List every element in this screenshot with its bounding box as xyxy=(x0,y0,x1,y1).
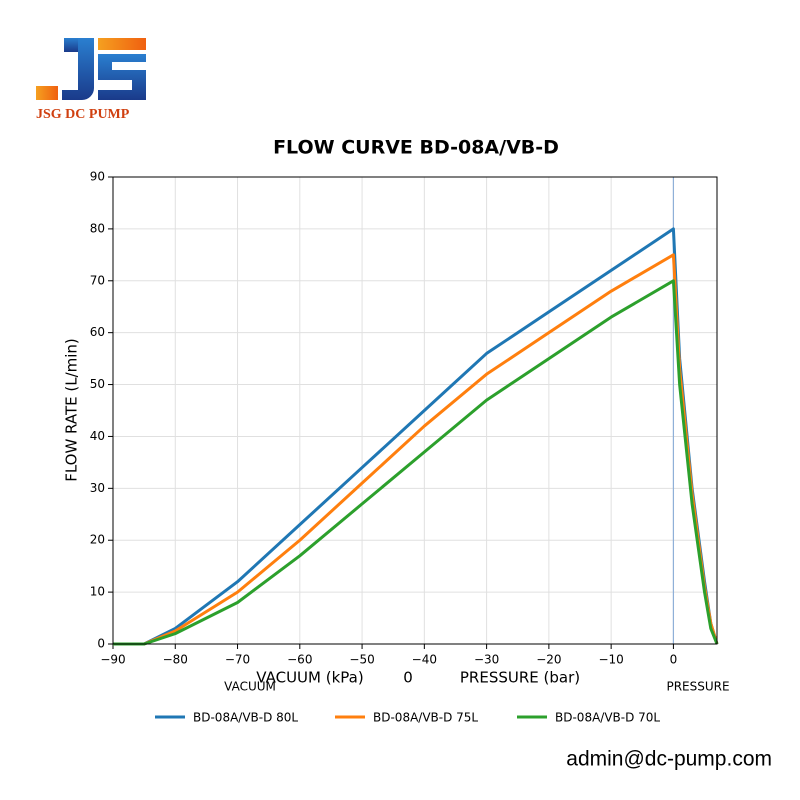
logo-text: JSG DC PUMP xyxy=(36,107,130,122)
x-tick-label: −30 xyxy=(474,653,499,667)
annotation: PRESSURE (bar) xyxy=(460,669,580,687)
series-line xyxy=(113,253,719,646)
logo-mark xyxy=(36,38,146,100)
x-tick-label: −80 xyxy=(163,653,188,667)
series-line xyxy=(113,279,719,646)
y-tick-label: 30 xyxy=(90,481,105,495)
x-tick-label: −40 xyxy=(412,653,437,667)
annotation: PRESSURE xyxy=(666,680,729,694)
y-tick-label: 40 xyxy=(90,429,105,443)
annotation: VACUUM (kPa) xyxy=(256,669,363,687)
y-axis-label: FLOW RATE (L/min) xyxy=(63,338,81,482)
legend-label: BD-08A/VB-D 80L xyxy=(193,711,298,725)
chart-title: FLOW CURVE BD-08A/VB-D xyxy=(273,137,559,159)
x-tick-label: −10 xyxy=(598,653,623,667)
y-tick-label: 20 xyxy=(90,533,105,547)
y-tick-label: 50 xyxy=(90,377,105,391)
email: admin@dc-pump.com xyxy=(566,748,772,771)
x-tick-label: −70 xyxy=(225,653,250,667)
x-tick-label: 0 xyxy=(670,653,678,667)
y-tick-label: 80 xyxy=(90,221,105,235)
y-tick-label: 10 xyxy=(90,585,105,599)
y-tick-label: 60 xyxy=(90,325,105,339)
x-tick-label: −60 xyxy=(287,653,312,667)
annotation: VACUUM xyxy=(224,680,276,694)
x-tick-label: −20 xyxy=(536,653,561,667)
y-tick-label: 70 xyxy=(90,273,105,287)
x-tick-label: −50 xyxy=(349,653,374,667)
x-tick-label: −90 xyxy=(100,653,125,667)
annotation: 0 xyxy=(403,669,413,687)
y-tick-label: 0 xyxy=(97,637,105,651)
plot: −90 −80 −70 −60 −50 −40 −30 −20 −10 0 0 10 20 30 40 50 6… xyxy=(90,170,719,725)
plot-frame xyxy=(112,176,718,645)
y-tick-label: 90 xyxy=(90,170,105,184)
legend-label: BD-08A/VB-D 70L xyxy=(555,711,660,725)
legend-label: BD-08A/VB-D 75L xyxy=(373,711,478,725)
